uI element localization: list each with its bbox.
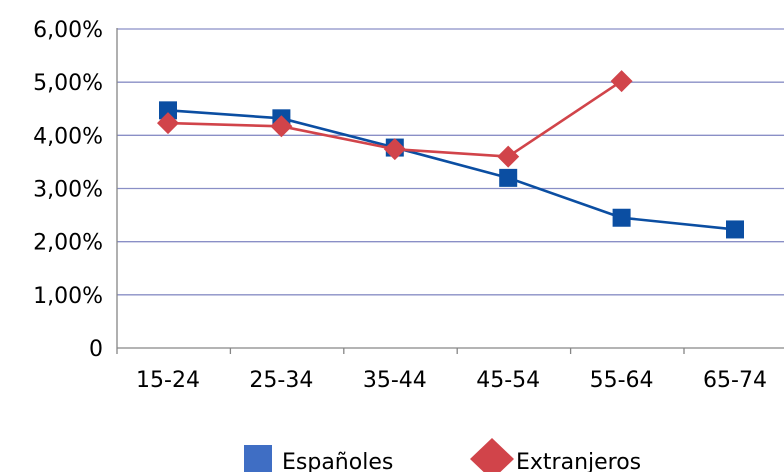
y-tick-label: 5,00%	[33, 71, 103, 96]
x-tick-label: 35-44	[363, 368, 427, 393]
data-point-square	[612, 208, 631, 227]
axes	[116, 28, 784, 354]
data-point-diamond	[497, 145, 520, 168]
data-point-diamond	[383, 138, 406, 161]
data-point-diamond	[610, 70, 633, 93]
legend-swatch-1	[244, 445, 272, 472]
x-tick-label: 45-54	[476, 368, 540, 393]
tick-labels: 0 1,00% 2,00% 3,00% 4,00% 5,00% 6,00% 15-24 25-3…	[33, 18, 767, 393]
legend-label-1: Españoles	[282, 450, 393, 472]
x-tick-label: 15-24	[136, 368, 200, 393]
data-point-square	[159, 101, 177, 120]
data-point-diamond	[270, 115, 293, 138]
data-point-square	[726, 220, 744, 239]
gridlines	[117, 28, 784, 296]
y-tick-label: 4,00%	[33, 124, 103, 149]
legend: Españoles Extranjeros	[244, 438, 641, 472]
y-tick-label: 1,00%	[33, 284, 103, 309]
y-tick-label: 2,00%	[33, 231, 103, 256]
legend-label-2: Extranjeros	[516, 450, 641, 472]
x-tick-label: 25-34	[249, 368, 313, 393]
series-line-1	[167, 109, 736, 231]
data-point-diamond	[157, 112, 179, 135]
y-tick-label: 0	[89, 337, 103, 362]
legend-swatch-2	[470, 438, 514, 472]
x-tick-label: 55-64	[590, 368, 654, 393]
series-layer	[157, 70, 744, 239]
x-tick-label: 65-74	[703, 368, 767, 393]
y-tick-label: 3,00%	[33, 178, 103, 203]
data-point-square	[499, 168, 518, 187]
y-tick-label: 6,00%	[33, 18, 103, 43]
